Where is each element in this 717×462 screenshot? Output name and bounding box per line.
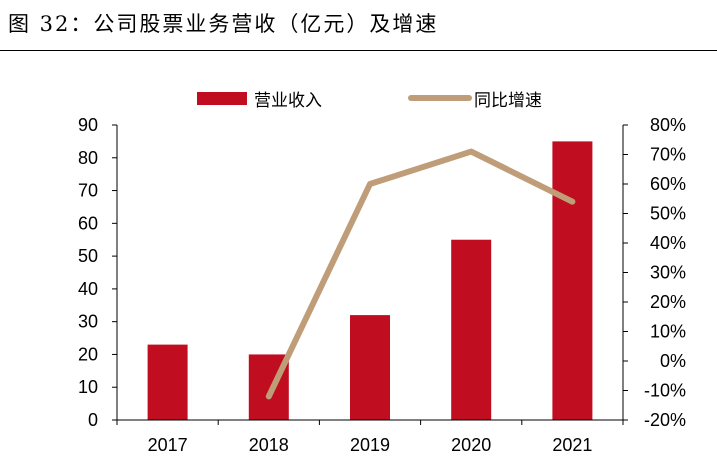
right-tick-label: 10% [650,322,686,342]
left-tick-label: 10 [78,377,98,397]
legend-bar-swatch [197,92,247,105]
growth-line [265,148,576,400]
x-tick-label: 2018 [249,435,289,455]
bar-2021 [552,141,593,420]
x-tick-label: 2021 [552,435,592,455]
left-tick-label: 60 [78,213,98,233]
left-tick-label: 90 [78,115,98,135]
bar-series [147,141,593,420]
right-tick-label: 60% [650,174,686,194]
legend-line-label: 同比增速 [474,91,542,111]
left-tick-label: 30 [78,312,98,332]
line-series [265,148,576,400]
bar-2019 [350,315,390,420]
right-tick-label: 80% [650,115,686,135]
right-tick-label: -20% [644,410,686,430]
left-tick-label: 50 [78,246,98,266]
left-tick-label: 70 [78,181,98,201]
right-tick-label: 40% [650,233,686,253]
figure-title: 图 32：公司股票业务营收（亿元）及增速 [8,12,439,36]
right-tick-label: -10% [644,381,686,401]
x-tick-label: 2020 [451,435,491,455]
title-rule [0,50,717,51]
bar-2020 [451,239,492,420]
right-tick-label: 0% [660,351,686,371]
right-tick-label: 30% [650,263,686,283]
legend-bar-label: 营业收入 [254,91,322,111]
left-tick-label: 0 [88,410,98,430]
left-tick-label: 80 [78,148,98,168]
x-tick-label: 2019 [350,435,390,455]
right-tick-label: 70% [650,145,686,165]
left-tick-label: 40 [78,279,98,299]
legend: 营业收入 同比增速 [197,91,542,111]
left-tick-label: 20 [78,344,98,364]
axes: 0 10 20 30 40 50 60 70 80 90 -20% -10% 0% 10% 20% 30% 40… [78,115,686,455]
right-tick-label: 50% [650,204,686,224]
bar-2017 [147,344,188,420]
x-tick-label: 2017 [148,435,188,455]
right-tick-label: 20% [650,292,686,312]
